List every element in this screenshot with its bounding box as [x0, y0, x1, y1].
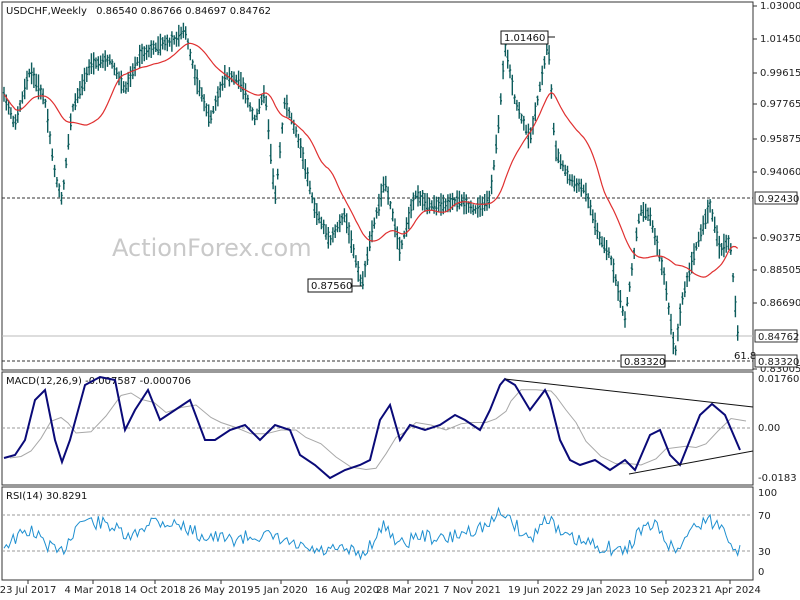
price-bars [2, 22, 739, 356]
moving-average-line [3, 42, 739, 278]
price-axis-tick: 0.83005 [760, 364, 800, 375]
rsi-axis-100: 100 [758, 488, 777, 499]
time-axis-label: 16 Aug 2020 [315, 585, 379, 596]
rsi-axis-70: 70 [758, 511, 771, 522]
price-axis-tick: 0.86690 [760, 298, 800, 309]
price-axis: 1.03000 1.01450 0.99615 0.97765 0.95875 0.940… [753, 1, 800, 375]
macd-trendline-lower [628, 450, 754, 475]
svg-text:0.83320: 0.83320 [624, 357, 665, 368]
macd-line [3, 375, 741, 480]
price-axis-tick: 0.99615 [760, 68, 800, 79]
time-axis-label: 29 Jan 2023 [571, 585, 631, 596]
rsi-label: RSI(14) 30.8291 [6, 491, 87, 502]
symbol-label: USDCHF,Weekly [6, 6, 87, 17]
time-axis-label: 23 Jul 2017 [0, 585, 56, 596]
price-axis-tick: 1.03000 [760, 1, 800, 12]
price-axis-tick: 0.90375 [760, 233, 800, 244]
time-axis-label: 5 Jan 2020 [254, 585, 308, 596]
fib-label: 61.8 [734, 351, 756, 362]
macd-label: MACD(12,26,9) -0.007587 -0.000706 [6, 376, 191, 387]
chart-header: USDCHF,Weekly 0.86540 0.86766 0.84697 0.… [6, 6, 271, 17]
macd-axis-bottom: -0.0183 [758, 473, 797, 484]
time-axis-label: 19 Jun 2022 [508, 585, 568, 596]
time-axis-label: 4 Mar 2018 [64, 585, 121, 596]
support-label: 0.83320 [754, 354, 799, 368]
svg-text:0.84762: 0.84762 [758, 332, 799, 343]
rsi-axis-30: 30 [758, 547, 771, 558]
price-axis-tick: 0.88505 [760, 265, 800, 276]
macd-trendline-upper [504, 378, 754, 408]
macd-axis-zero: 0.00 [758, 423, 780, 434]
time-axis-label: 14 Oct 2018 [124, 585, 186, 596]
low-2023-annotation: 0.83320 [620, 354, 676, 368]
time-axis-label: 10 Sep 2023 [634, 585, 697, 596]
macd-axis-top: 0.017603 [758, 374, 800, 385]
current-price-label: 0.84762 [754, 329, 799, 343]
low-2019-annotation: 0.87560 [307, 278, 362, 293]
time-axis-label: 28 Mar 2021 [376, 585, 439, 596]
rsi-line [3, 506, 741, 561]
price-axis-tick: 0.95875 [760, 134, 800, 145]
rsi-axis-0: 0 [758, 567, 764, 578]
price-axis-tick: 1.01450 [760, 34, 800, 45]
watermark: ActionForex.com [112, 234, 312, 262]
high-annotation: 1.01460 [500, 30, 555, 45]
time-axis-label: 7 Nov 2021 [443, 585, 501, 596]
time-axis-label: 21 Apr 2024 [699, 585, 761, 596]
time-axis-label: 26 May 2019 [188, 585, 253, 596]
ohlc-label: 0.86540 0.86766 0.84697 0.84762 [96, 6, 271, 17]
svg-text:1.01460: 1.01460 [504, 33, 545, 44]
time-axis: 23 Jul 2017 4 Mar 2018 14 Oct 2018 26 May 2… [0, 580, 761, 596]
price-axis-tick: 0.94060 [760, 167, 800, 178]
svg-text:0.87560: 0.87560 [311, 281, 352, 292]
price-axis-tick: 0.97765 [760, 99, 800, 110]
svg-text:0.92430: 0.92430 [758, 194, 799, 205]
svg-text:0.83320: 0.83320 [758, 357, 799, 368]
resistance-label: 0.92430 [754, 191, 799, 205]
price-panel-frame [1, 1, 754, 371]
